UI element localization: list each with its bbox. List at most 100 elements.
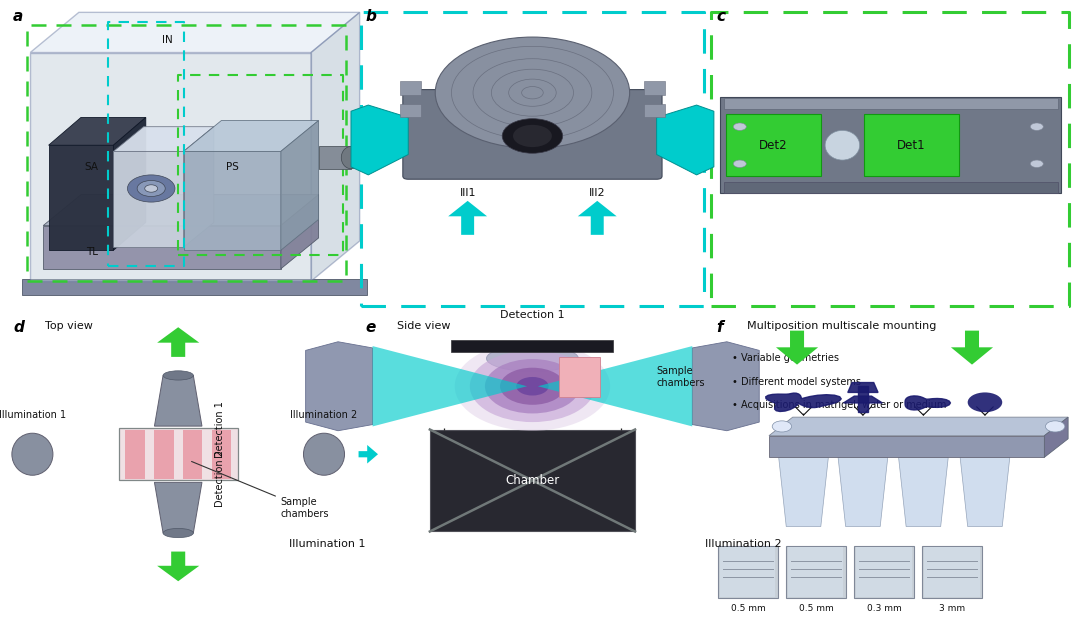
Bar [924, 547, 980, 597]
Text: Detection 1: Detection 1 [500, 310, 565, 320]
Polygon shape [726, 114, 821, 176]
Circle shape [145, 185, 158, 192]
Bar [644, 104, 665, 117]
Circle shape [1030, 123, 1043, 130]
Bar [400, 81, 421, 95]
Circle shape [733, 160, 746, 167]
Polygon shape [779, 457, 828, 527]
Polygon shape [858, 386, 868, 412]
Polygon shape [373, 346, 527, 426]
Polygon shape [184, 121, 319, 151]
Text: 3 mm: 3 mm [939, 604, 966, 614]
Text: • Different model systems: • Different model systems [732, 377, 861, 387]
Polygon shape [538, 346, 692, 426]
FancyArrow shape [359, 445, 378, 464]
Polygon shape [184, 127, 214, 247]
Circle shape [1030, 160, 1043, 167]
FancyArrow shape [448, 201, 487, 235]
Text: SA: SA [85, 162, 98, 172]
Bar [856, 547, 912, 597]
Text: PS: PS [226, 162, 239, 172]
Circle shape [513, 125, 552, 147]
Ellipse shape [341, 146, 361, 169]
Polygon shape [769, 417, 1068, 436]
Polygon shape [49, 117, 146, 145]
FancyBboxPatch shape [718, 546, 778, 598]
Polygon shape [30, 12, 360, 53]
Text: d: d [13, 320, 24, 334]
Circle shape [500, 368, 565, 405]
Polygon shape [154, 375, 202, 426]
Text: Ill2: Ill2 [589, 188, 606, 198]
Polygon shape [864, 114, 959, 176]
Text: 0.5 mm: 0.5 mm [730, 604, 766, 614]
Text: Sample
chambers: Sample chambers [657, 366, 705, 387]
Polygon shape [1044, 417, 1068, 457]
Polygon shape [692, 342, 759, 431]
Polygon shape [30, 53, 311, 281]
Bar [451, 340, 613, 352]
Text: TL: TL [85, 247, 98, 257]
Ellipse shape [303, 433, 345, 475]
Circle shape [455, 342, 610, 431]
Text: Ill1: Ill1 [459, 188, 476, 198]
Bar [125, 430, 145, 478]
FancyArrow shape [158, 551, 199, 581]
FancyArrow shape [578, 201, 617, 235]
Bar [212, 430, 231, 478]
Bar [769, 436, 1044, 457]
Polygon shape [766, 393, 841, 412]
Polygon shape [905, 396, 950, 410]
Ellipse shape [163, 528, 193, 538]
Polygon shape [848, 383, 878, 392]
Polygon shape [351, 105, 408, 175]
Circle shape [127, 175, 175, 202]
Text: Illumination 2: Illumination 2 [291, 410, 357, 420]
Circle shape [470, 350, 595, 422]
Bar [119, 428, 238, 481]
Text: • Acquisitions in matrigel, water or medium: • Acquisitions in matrigel, water or med… [732, 400, 946, 410]
Polygon shape [657, 105, 714, 175]
Polygon shape [281, 195, 319, 269]
Bar [400, 104, 421, 117]
Text: IN: IN [162, 35, 173, 45]
Circle shape [502, 119, 563, 153]
Ellipse shape [12, 433, 53, 475]
FancyArrow shape [951, 331, 994, 365]
Circle shape [772, 421, 792, 432]
Text: Side view: Side view [397, 321, 451, 331]
Ellipse shape [825, 130, 860, 160]
Circle shape [435, 37, 630, 148]
Text: Sample
chambers: Sample chambers [191, 462, 329, 519]
Polygon shape [49, 145, 113, 250]
Text: 0.5 mm: 0.5 mm [798, 604, 834, 614]
Circle shape [137, 180, 165, 197]
Circle shape [485, 359, 580, 413]
Text: Illumination 1: Illumination 1 [289, 539, 365, 549]
Ellipse shape [163, 371, 193, 380]
Bar [430, 430, 635, 531]
FancyBboxPatch shape [786, 546, 846, 598]
Polygon shape [43, 226, 281, 269]
Polygon shape [184, 151, 281, 250]
Text: c: c [716, 9, 725, 24]
Bar [724, 182, 1058, 193]
Bar [22, 279, 367, 295]
Text: 0.3 mm: 0.3 mm [866, 604, 902, 614]
Text: Det2: Det2 [759, 138, 787, 152]
Text: Detection 1: Detection 1 [215, 401, 225, 458]
FancyBboxPatch shape [922, 546, 982, 598]
Polygon shape [311, 12, 360, 281]
Polygon shape [113, 117, 146, 250]
Bar [183, 430, 202, 478]
Polygon shape [154, 482, 202, 533]
Bar [724, 98, 1058, 109]
Bar [788, 547, 843, 597]
Circle shape [733, 123, 746, 130]
Bar [644, 81, 665, 95]
Polygon shape [306, 342, 373, 431]
Bar [720, 97, 1061, 193]
Circle shape [516, 377, 549, 396]
Circle shape [968, 392, 1002, 412]
FancyBboxPatch shape [403, 90, 662, 179]
